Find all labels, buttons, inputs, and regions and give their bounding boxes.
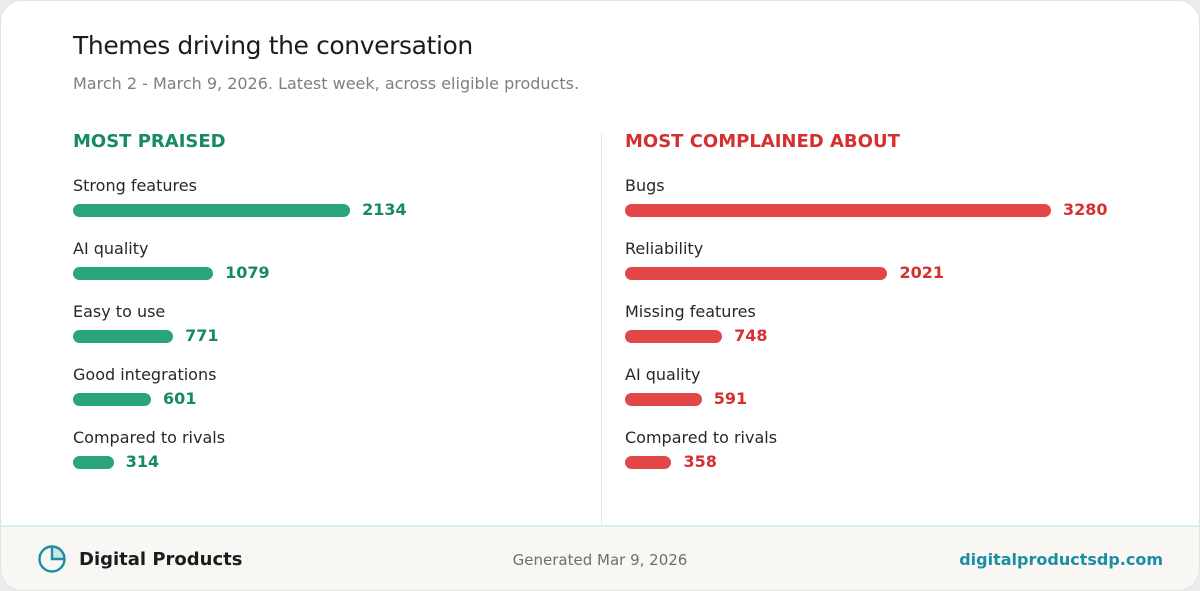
bar-value-label: 2134 xyxy=(362,200,407,219)
bar-row: AI quality 591 xyxy=(625,365,1145,428)
brand: Digital Products xyxy=(37,544,242,574)
bar-row: Reliability 2021 xyxy=(625,239,1145,302)
bar-label: Missing features xyxy=(625,302,756,321)
bar-line: 591 xyxy=(625,389,748,408)
bar-row: Missing features 748 xyxy=(625,302,1145,365)
footer: Digital Products Generated Mar 9, 2026 d… xyxy=(1,525,1199,590)
brand-name: Digital Products xyxy=(79,548,243,570)
praised-bar-list: Strong features 2134 AI quality 1079 Easy to… xyxy=(73,176,593,491)
page-title: Themes driving the conversation xyxy=(73,31,473,60)
bar xyxy=(625,203,1051,217)
bar-value-label: 591 xyxy=(713,389,748,408)
bar-value-label: 3280 xyxy=(1063,200,1108,219)
bar-value-label: 1079 xyxy=(225,263,270,282)
bar-value-label: 748 xyxy=(734,326,768,345)
bar xyxy=(73,266,214,280)
bar xyxy=(625,329,723,343)
bar-row: Good integrations 601 xyxy=(73,365,593,428)
bar-label: AI quality xyxy=(625,365,701,384)
bar-label: Reliability xyxy=(625,239,704,258)
bar xyxy=(73,392,152,406)
bar xyxy=(73,455,114,469)
praised-heading: MOST PRAISED xyxy=(73,131,226,152)
bar xyxy=(625,266,888,280)
bar-value-label: 358 xyxy=(683,452,717,471)
bar-label: AI quality xyxy=(73,239,149,258)
bar-line: 3280 xyxy=(625,200,1108,219)
bar-line: 601 xyxy=(73,389,197,408)
website-link[interactable]: digitalproductsdp.com xyxy=(959,550,1163,569)
bar-row: Compared to rivals 314 xyxy=(73,428,593,491)
pie-chart-icon xyxy=(38,545,66,573)
bar-label: Compared to rivals xyxy=(73,428,226,447)
bar xyxy=(625,455,672,469)
bar-line: 748 xyxy=(625,326,768,345)
bar-row: AI quality 1079 xyxy=(73,239,593,302)
bar-label: Strong features xyxy=(73,176,197,195)
bar-row: Compared to rivals 358 xyxy=(625,428,1145,491)
bar-row: Strong features 2134 xyxy=(73,176,593,239)
bar xyxy=(73,329,174,343)
bar-line: 2134 xyxy=(73,200,407,219)
bar-label: Bugs xyxy=(625,176,665,195)
bar-value-label: 771 xyxy=(185,326,219,345)
bar-line: 771 xyxy=(73,326,219,345)
complained-heading: MOST COMPLAINED ABOUT xyxy=(625,131,900,152)
bar-label: Good integrations xyxy=(73,365,217,384)
generated-date: Generated Mar 9, 2026 xyxy=(512,551,688,569)
complained-panel: MOST COMPLAINED ABOUT Bugs 3280 Reliabilit… xyxy=(625,130,1145,491)
page-subtitle: March 2 - March 9, 2026. Latest week, ac… xyxy=(73,74,580,93)
complained-bar-list: Bugs 3280 Reliability 2021 Missing features 7… xyxy=(625,176,1145,491)
bar-line: 1079 xyxy=(73,263,270,282)
bar-row: Bugs 3280 xyxy=(625,176,1145,239)
bar-line: 358 xyxy=(625,452,717,471)
bar xyxy=(73,203,351,217)
bar xyxy=(625,392,702,406)
bar-value-label: 314 xyxy=(125,452,160,471)
bar-row: Easy to use 771 xyxy=(73,302,593,365)
bar-label: Easy to use xyxy=(73,302,166,321)
bar-value-label: 601 xyxy=(163,389,197,408)
bar-label: Compared to rivals xyxy=(625,428,778,447)
column-divider xyxy=(601,133,602,525)
bar-line: 314 xyxy=(73,452,160,471)
bar-line: 2021 xyxy=(625,263,944,282)
bar-value-label: 2021 xyxy=(899,263,944,282)
praised-panel: MOST PRAISED Strong features 2134 AI quali… xyxy=(73,130,593,491)
